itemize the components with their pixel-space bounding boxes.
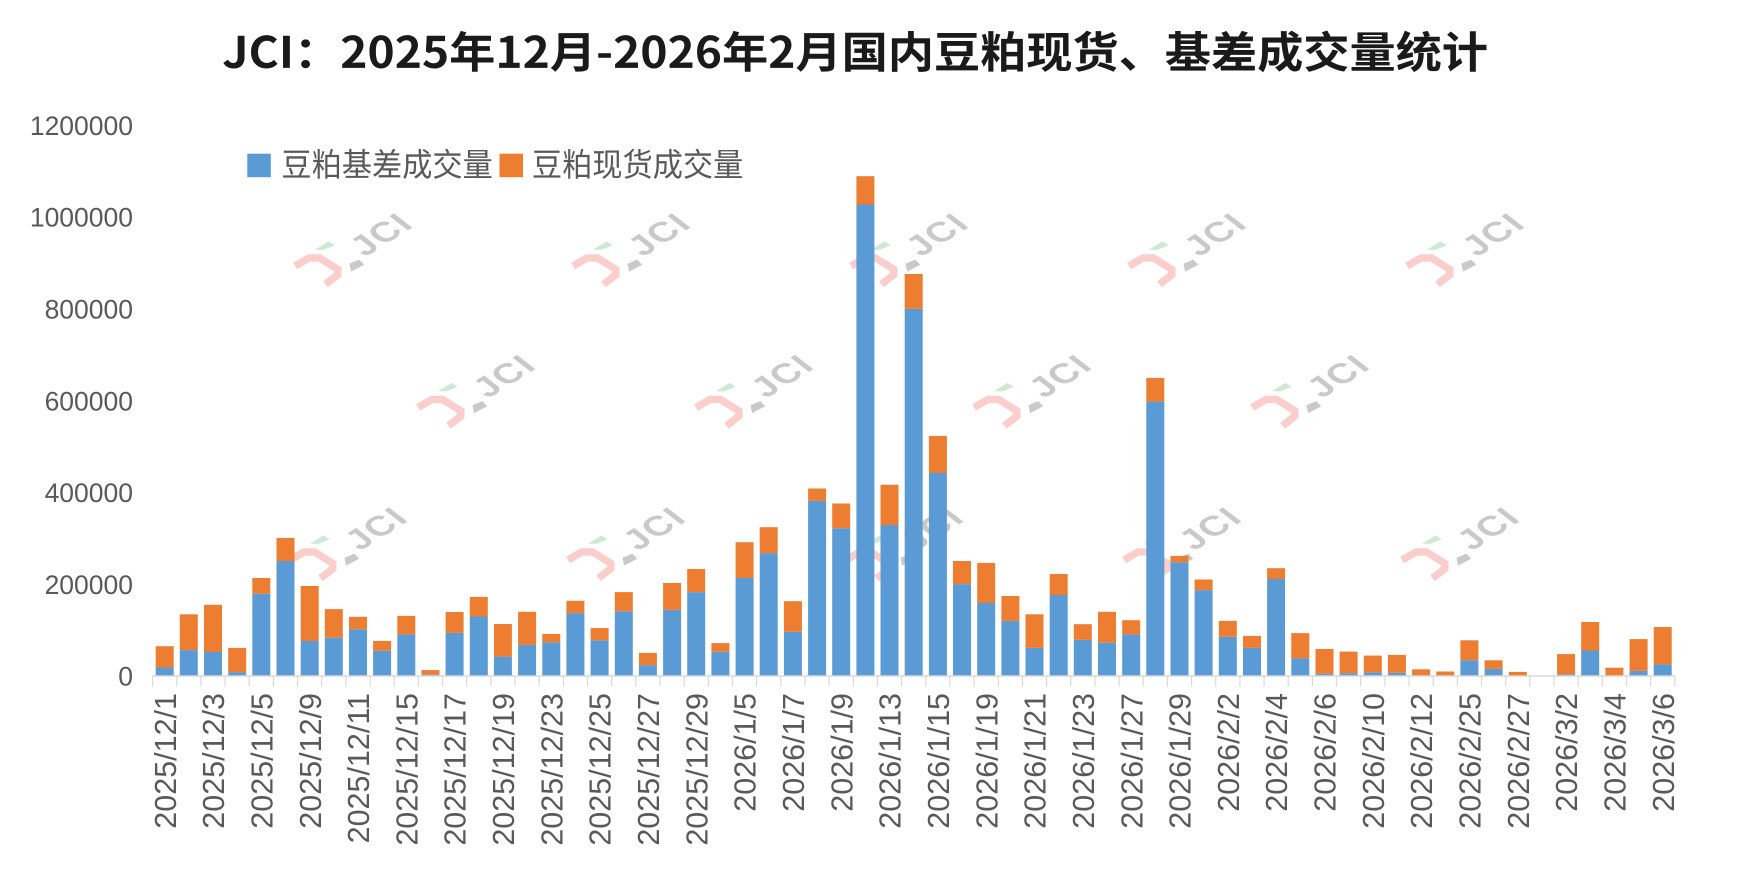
svg-text:2026/2/12: 2026/2/12 [1405, 693, 1439, 829]
svg-text:2026/2/6: 2026/2/6 [1309, 693, 1343, 812]
svg-text:2026/1/29: 2026/1/29 [1164, 693, 1198, 829]
svg-text:1000000: 1000000 [30, 203, 133, 233]
svg-text:2025/12/1: 2025/12/1 [149, 693, 183, 829]
svg-text:2025/12/27: 2025/12/27 [632, 693, 666, 846]
svg-text:2026/2/10: 2026/2/10 [1357, 693, 1391, 829]
svg-text:600000: 600000 [45, 386, 133, 416]
svg-text:2026/1/7: 2026/1/7 [777, 693, 811, 812]
svg-text:2026/1/23: 2026/1/23 [1067, 693, 1101, 829]
svg-text:0: 0 [118, 662, 133, 692]
svg-text:2025/12/19: 2025/12/19 [487, 693, 521, 846]
svg-text:2026/2/4: 2026/2/4 [1260, 693, 1294, 812]
svg-text:2026/3/2: 2026/3/2 [1550, 693, 1584, 812]
svg-text:2026/2/2: 2026/2/2 [1212, 693, 1246, 812]
svg-text:2026/1/9: 2026/1/9 [825, 693, 859, 812]
svg-text:2025/12/23: 2025/12/23 [535, 693, 569, 846]
svg-text:2025/12/5: 2025/12/5 [245, 693, 279, 829]
svg-text:2025/12/3: 2025/12/3 [197, 693, 231, 829]
svg-text:2026/1/13: 2026/1/13 [874, 693, 908, 829]
svg-text:2025/12/15: 2025/12/15 [390, 693, 424, 846]
svg-text:200000: 200000 [45, 570, 133, 600]
svg-text:2026/1/21: 2026/1/21 [1019, 693, 1053, 829]
svg-text:2025/12/29: 2025/12/29 [680, 693, 714, 846]
svg-text:2026/3/4: 2026/3/4 [1599, 693, 1633, 812]
svg-text:2026/2/27: 2026/2/27 [1502, 693, 1536, 829]
svg-text:2026/2/25: 2026/2/25 [1454, 693, 1488, 829]
svg-text:2026/1/27: 2026/1/27 [1115, 693, 1149, 829]
svg-text:2025/12/9: 2025/12/9 [294, 693, 328, 829]
svg-text:2025/12/25: 2025/12/25 [584, 693, 618, 846]
svg-text:1200000: 1200000 [30, 111, 133, 141]
svg-text:800000: 800000 [45, 295, 133, 325]
svg-text:2026/3/6: 2026/3/6 [1647, 693, 1681, 812]
svg-text:2026/1/19: 2026/1/19 [970, 693, 1004, 829]
svg-text:2025/12/17: 2025/12/17 [439, 693, 473, 846]
svg-text:2025/12/11: 2025/12/11 [342, 693, 376, 843]
svg-text:2026/1/15: 2026/1/15 [922, 693, 956, 829]
svg-text:2026/1/5: 2026/1/5 [729, 693, 763, 812]
svg-text:400000: 400000 [45, 478, 133, 508]
